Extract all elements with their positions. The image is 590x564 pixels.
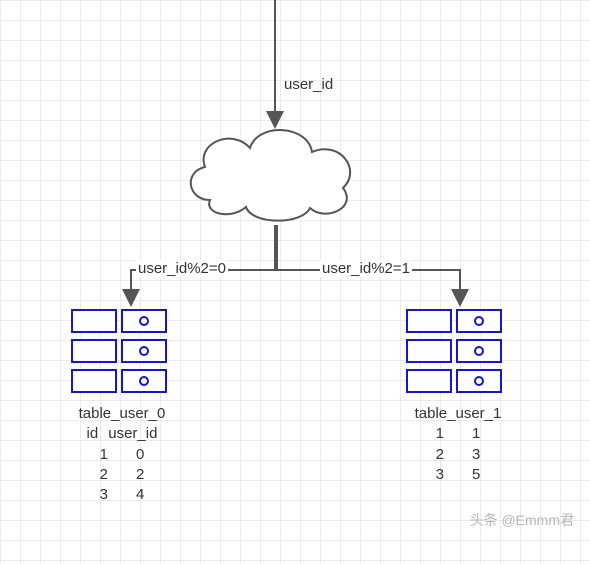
table-left-header: id user_id xyxy=(62,424,182,444)
table-row: 1 0 xyxy=(62,445,182,465)
cloud-shape xyxy=(191,130,350,221)
table-row: 1 1 xyxy=(398,424,518,444)
branch-label-right: user_id%2=1 xyxy=(320,260,412,277)
table-right: table_user_1 1 1 2 3 3 5 xyxy=(398,404,518,485)
table-row: 3 4 xyxy=(62,485,182,505)
table-right-title: table_user_1 xyxy=(398,404,518,424)
watermark: 头条 @Emmm君 xyxy=(470,510,574,530)
table-row: 2 3 xyxy=(398,445,518,465)
table-row: 2 2 xyxy=(62,465,182,485)
branch-label-left: user_id%2=0 xyxy=(136,260,228,277)
table-row: 3 5 xyxy=(398,465,518,485)
table-left: table_user_0 id user_id 1 0 2 2 3 4 xyxy=(62,404,182,505)
input-label: user_id xyxy=(284,76,333,93)
col-userid: user_id xyxy=(108,424,157,444)
col-id: id xyxy=(87,424,99,444)
db-icon-left xyxy=(71,309,167,393)
db-icon-right xyxy=(406,309,502,393)
table-left-title: table_user_0 xyxy=(62,404,182,424)
